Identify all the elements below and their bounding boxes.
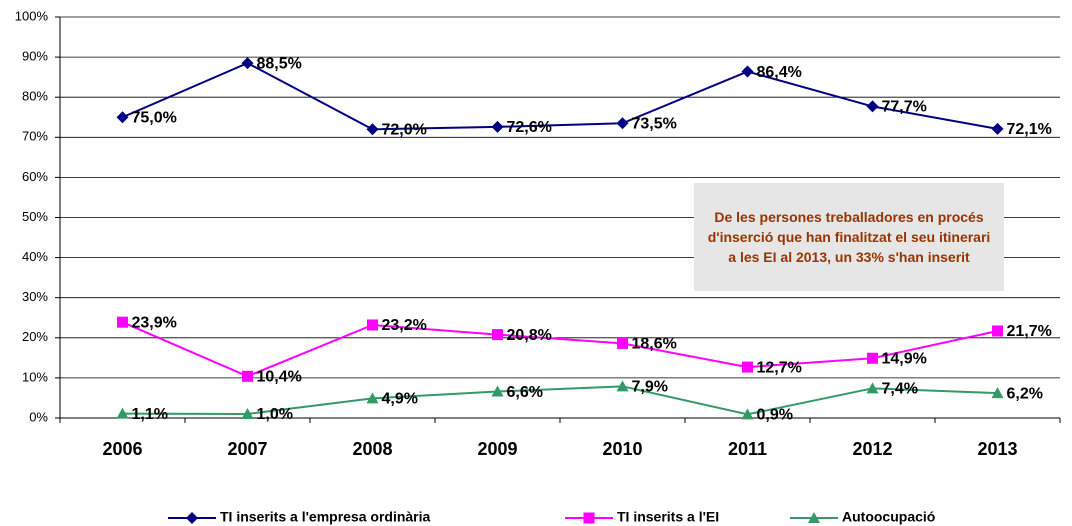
data-point	[617, 337, 628, 349]
series-line	[122, 321, 998, 378]
legend-label: TI inserits a l'EI	[617, 509, 719, 525]
data-label: 88,5%	[257, 55, 302, 72]
data-label: 10,4%	[257, 369, 302, 386]
data-label: 0,9%	[757, 407, 793, 424]
data-point	[491, 120, 504, 133]
y-tick-label: 30%	[22, 289, 48, 304]
legend-label: TI inserits a l'empresa ordinària	[220, 509, 431, 525]
data-label: 23,9%	[132, 314, 177, 331]
data-label: 18,6%	[632, 336, 677, 353]
legend-marker	[583, 512, 595, 524]
data-label: 23,2%	[382, 317, 427, 334]
data-point	[741, 65, 754, 78]
annotation: De les persones treballadores en procés …	[694, 183, 1004, 291]
x-tick-label: 2012	[852, 439, 892, 459]
x-tick-label: 2006	[102, 439, 142, 459]
legend-marker	[808, 512, 820, 523]
data-label: 72,6%	[507, 119, 552, 136]
data-point	[867, 352, 878, 364]
series-line	[122, 385, 998, 416]
y-tick-label: 20%	[22, 329, 48, 344]
legend-label: Autoocupació	[842, 509, 935, 525]
x-tick-label: 2013	[977, 439, 1017, 459]
data-label: 7,4%	[882, 381, 918, 398]
data-label: 75,0%	[132, 109, 177, 126]
y-tick-label: 70%	[22, 129, 48, 144]
data-label: 12,7%	[757, 359, 802, 376]
y-tick-label: 50%	[22, 209, 48, 224]
y-tick-label: 10%	[22, 369, 48, 384]
data-point	[616, 380, 629, 392]
data-point	[116, 407, 129, 419]
data-label: 20,8%	[507, 327, 552, 344]
x-tick-label: 2009	[477, 439, 517, 459]
data-point	[366, 123, 379, 136]
data-label: 72,1%	[1007, 121, 1052, 138]
data-point	[241, 407, 254, 419]
data-label: 21,7%	[1007, 323, 1052, 340]
data-label: 6,2%	[1007, 385, 1043, 402]
y-tick-label: 90%	[22, 49, 48, 64]
data-point	[241, 57, 254, 70]
data-point	[366, 392, 379, 404]
x-tick-label: 2011	[728, 439, 767, 459]
data-point	[242, 370, 253, 382]
x-tick-label: 2008	[352, 439, 392, 459]
data-label: 77,7%	[882, 99, 927, 116]
data-label: 6,6%	[507, 384, 543, 401]
y-tick-label: 60%	[22, 169, 48, 184]
y-tick-label: 80%	[22, 89, 48, 104]
data-point	[117, 316, 128, 328]
data-point	[866, 100, 879, 113]
data-label: 72,0%	[382, 121, 427, 138]
x-tick-label: 2007	[227, 439, 267, 459]
data-point	[991, 387, 1004, 399]
data-label: 14,9%	[882, 350, 927, 367]
y-tick-label: 40%	[22, 249, 48, 264]
data-label: 7,9%	[632, 379, 668, 396]
data-label: 1,0%	[257, 406, 293, 423]
legend-marker	[186, 512, 198, 524]
series-line	[122, 62, 998, 131]
data-label: 4,9%	[382, 391, 418, 408]
y-tick-label: 100%	[15, 8, 49, 23]
data-label: 1,1%	[132, 406, 168, 423]
data-point	[741, 408, 754, 420]
data-point	[616, 117, 629, 130]
data-point	[491, 385, 504, 397]
data-point	[742, 361, 753, 373]
data-point	[991, 122, 1004, 135]
data-point	[116, 111, 129, 124]
y-tick-label: 0%	[29, 409, 48, 424]
data-point	[367, 319, 378, 331]
data-label: 86,4%	[757, 64, 802, 81]
data-point	[866, 382, 879, 394]
data-label: 73,5%	[632, 115, 677, 132]
data-point	[992, 325, 1003, 337]
data-point	[492, 329, 503, 341]
x-tick-label: 2010	[602, 439, 642, 459]
